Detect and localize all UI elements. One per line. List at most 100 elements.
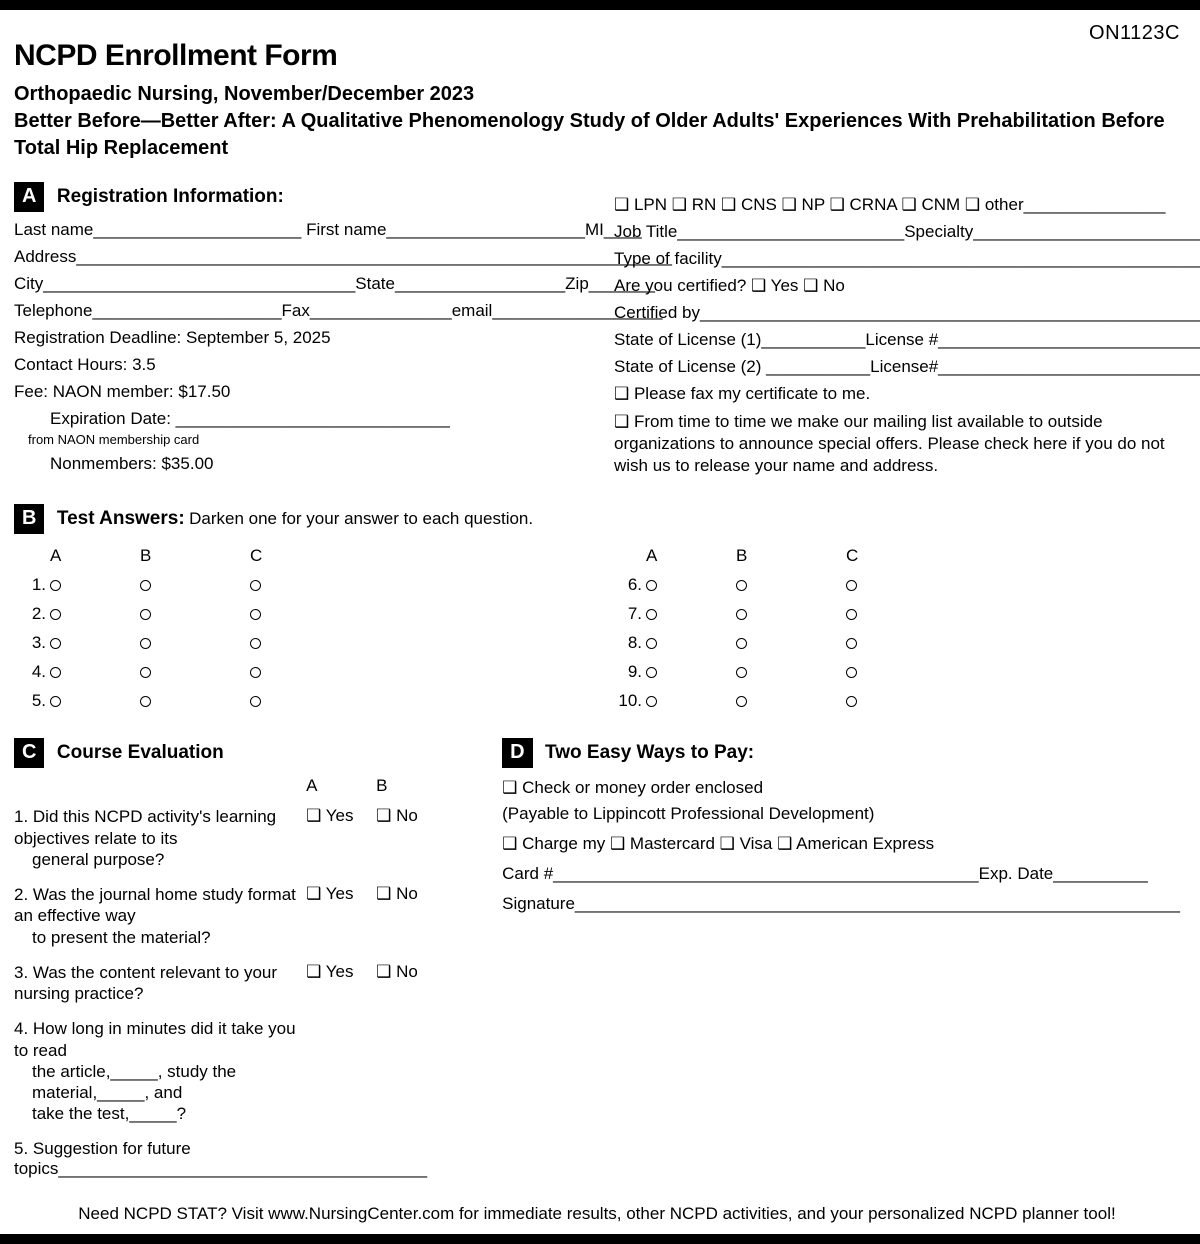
answer-bubble-b[interactable] (736, 580, 747, 591)
field-license-2[interactable]: State of License (2) ___________License#… (614, 357, 1180, 377)
form-page: ON1123C NCPD Enrollment Form Orthopaedic… (0, 0, 1200, 1244)
answer-bubble-b[interactable] (736, 667, 747, 678)
subtitle-2: Better Before—Better After: A Qualitativ… (14, 108, 1180, 162)
answer-bubble-b[interactable] (140, 667, 151, 678)
eval-q3: 3. Was the content relevant to your nurs… (14, 962, 306, 1005)
section-b-label: B (14, 504, 44, 534)
eval-q5[interactable]: 5. Suggestion for future topics_________… (14, 1139, 446, 1179)
answer-bubble-c[interactable] (846, 667, 857, 678)
answer-bubble-c[interactable] (250, 696, 261, 707)
answer-bubble-c[interactable] (250, 638, 261, 649)
eval-q2-no[interactable]: ❑ No (376, 884, 446, 904)
eval-q2: 2. Was the journal home study format an … (14, 884, 306, 948)
expiration-note: from NAON membership card (28, 432, 580, 447)
answer-number: 9. (616, 662, 646, 682)
answer-bubble-a[interactable] (646, 696, 657, 707)
field-certified-by[interactable]: Certified by____________________________… (614, 303, 1180, 323)
checkbox-fax-certificate[interactable]: ❑ Please fax my certificate to me. (614, 384, 1180, 404)
answer-bubble-a[interactable] (646, 638, 657, 649)
answer-row: 9. (616, 662, 1180, 682)
pay-check[interactable]: ❑ Check or money order enclosed (502, 778, 1180, 798)
answer-bubble-c[interactable] (846, 609, 857, 620)
field-signature[interactable]: Signature_______________________________… (502, 894, 1180, 914)
eval-q1-no[interactable]: ❑ No (376, 806, 446, 826)
eval-q3-yes[interactable]: ❑ Yes (306, 962, 376, 982)
answer-row: 4. (20, 662, 584, 682)
answer-bubble-c[interactable] (250, 667, 261, 678)
answer-number: 8. (616, 633, 646, 653)
answer-bubble-a[interactable] (50, 609, 61, 620)
answer-row: 8. (616, 633, 1180, 653)
eval-q1-yes[interactable]: ❑ Yes (306, 806, 376, 826)
answer-bubble-b[interactable] (140, 696, 151, 707)
field-credentials[interactable]: ❑ LPN ❑ RN ❑ CNS ❑ NP ❑ CRNA ❑ CNM ❑ oth… (614, 195, 1180, 215)
pay-charge[interactable]: ❑ Charge my ❑ Mastercard ❑ Visa ❑ Americ… (502, 834, 1180, 854)
subtitle-1: Orthopaedic Nursing, November/December 2… (14, 83, 1180, 106)
field-jobtitle[interactable]: Job Title________________________Special… (614, 222, 1180, 242)
field-expiration[interactable]: Expiration Date: _______________________… (50, 409, 580, 429)
col-header-c: C (846, 546, 936, 566)
section-b-note: Darken one for your answer to each quest… (189, 509, 533, 528)
answer-bubble-a[interactable] (50, 638, 61, 649)
answer-bubble-c[interactable] (250, 580, 261, 591)
answer-bubble-a[interactable] (50, 580, 61, 591)
answer-number: 6. (616, 575, 646, 595)
section-b-title: Test Answers: (57, 508, 185, 530)
section-a-title: Registration Information: (57, 186, 284, 208)
answer-bubble-a[interactable] (646, 580, 657, 591)
field-phone[interactable]: Telephone____________________Fax________… (14, 301, 580, 321)
page-title: NCPD Enrollment Form (14, 39, 1180, 73)
field-address[interactable]: Address_________________________________… (14, 247, 580, 267)
answer-row: 6. (616, 575, 1180, 595)
field-card[interactable]: Card #__________________________________… (502, 864, 1180, 884)
section-d-label: D (502, 738, 532, 768)
section-b: B Test Answers: Darken one for your answ… (14, 504, 1180, 720)
answer-bubble-a[interactable] (50, 667, 61, 678)
col-header-b: B (140, 546, 250, 566)
answer-bubble-b[interactable] (140, 638, 151, 649)
answer-row: 2. (20, 604, 584, 624)
answer-bubble-b[interactable] (736, 696, 747, 707)
answer-row: 3. (20, 633, 584, 653)
field-certified[interactable]: Are you certified? ❑ Yes ❑ No (614, 276, 1180, 296)
answer-bubble-c[interactable] (846, 580, 857, 591)
section-a-right: ❑ LPN ❑ RN ❑ CNS ❑ NP ❑ CRNA ❑ CNM ❑ oth… (614, 182, 1180, 484)
checkbox-mailing-optout[interactable]: ❑ From time to time we make our mailing … (614, 411, 1180, 477)
field-license-1[interactable]: State of License (1)___________License #… (614, 330, 1180, 350)
answer-bubble-b[interactable] (736, 638, 747, 649)
section-a-label: A (14, 182, 44, 212)
section-c-title: Course Evaluation (57, 742, 224, 764)
eval-q4[interactable]: 4. How long in minutes did it take you t… (14, 1018, 306, 1124)
answer-bubble-b[interactable] (736, 609, 747, 620)
answer-bubble-c[interactable] (846, 638, 857, 649)
field-facility[interactable]: Type of facility________________________… (614, 249, 1180, 269)
footer-text: Need NCPD STAT? Visit www.NursingCenter.… (14, 1204, 1180, 1224)
answer-row: 7. (616, 604, 1180, 624)
section-d-title: Two Easy Ways to Pay: (545, 742, 754, 764)
answer-bubble-c[interactable] (846, 696, 857, 707)
field-city[interactable]: City_________________________________Sta… (14, 274, 580, 294)
answer-bubble-b[interactable] (140, 609, 151, 620)
answer-number: 3. (20, 633, 50, 653)
answer-bubble-b[interactable] (140, 580, 151, 591)
eval-q3-no[interactable]: ❑ No (376, 962, 446, 982)
answer-bubble-a[interactable] (50, 696, 61, 707)
answers-left: A B C 1.2.3.4.5. (14, 546, 584, 720)
section-c-label: C (14, 738, 44, 768)
fee-nonmember: Nonmembers: $35.00 (50, 454, 580, 474)
answer-bubble-a[interactable] (646, 667, 657, 678)
answer-number: 4. (20, 662, 50, 682)
answer-row: 10. (616, 691, 1180, 711)
eval-q2-yes[interactable]: ❑ Yes (306, 884, 376, 904)
answer-row: 5. (20, 691, 584, 711)
section-a: A Registration Information: Last name___… (14, 182, 1180, 484)
col-header-c: C (250, 546, 340, 566)
answer-bubble-a[interactable] (646, 609, 657, 620)
eval-col-a: A (306, 776, 376, 796)
registration-deadline: Registration Deadline: September 5, 2025 (14, 328, 580, 348)
answer-bubble-c[interactable] (250, 609, 261, 620)
field-lastname[interactable]: Last name______________________ First na… (14, 220, 580, 240)
answer-row: 1. (20, 575, 584, 595)
eval-q1: 1. Did this NCPD activity's learning obj… (14, 806, 306, 870)
answer-number: 7. (616, 604, 646, 624)
